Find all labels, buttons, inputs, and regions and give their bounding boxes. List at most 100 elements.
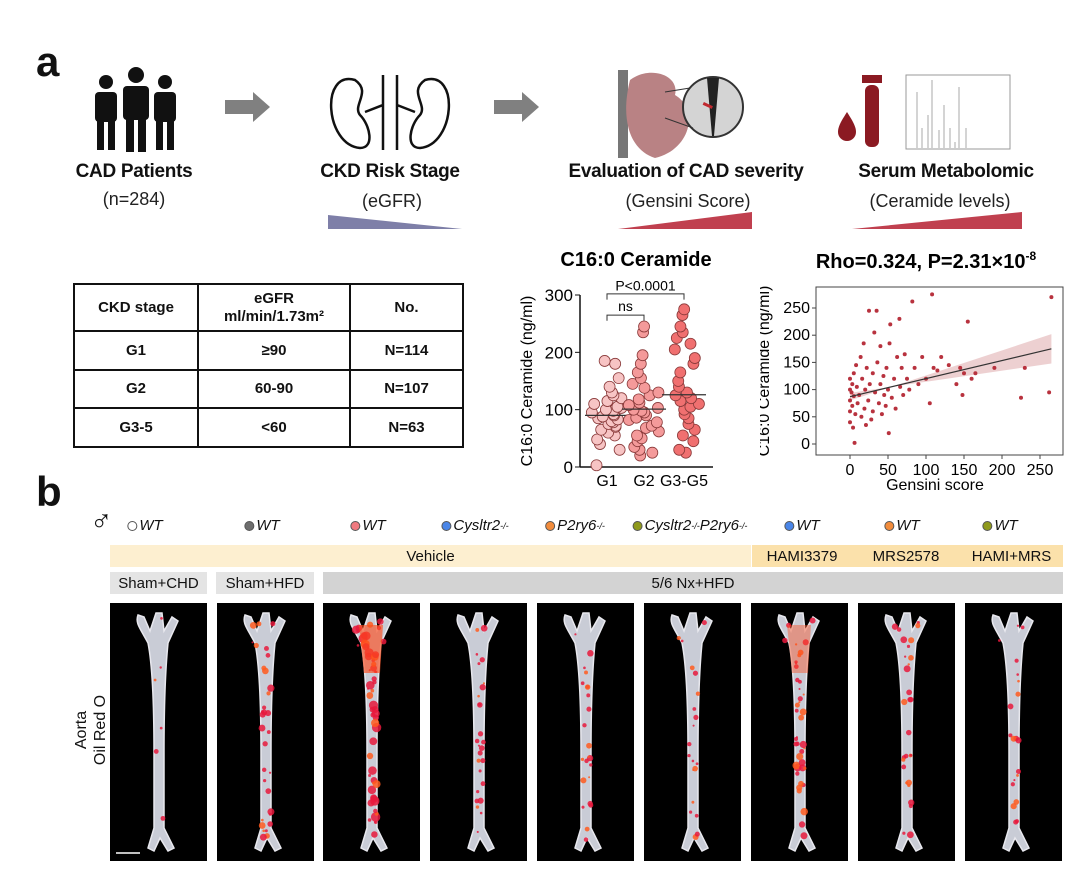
panel-letter-b: b <box>36 468 62 515</box>
step-title: Serum Metabolomic <box>858 161 1034 182</box>
data-point <box>638 320 650 333</box>
data-point <box>912 365 917 370</box>
lesion-spot <box>908 655 914 661</box>
data-point <box>598 355 611 367</box>
data-point <box>954 382 959 387</box>
data-point <box>684 337 697 350</box>
data-point <box>931 365 936 370</box>
data-point <box>854 363 859 368</box>
data-point <box>850 403 855 408</box>
data-point <box>882 393 887 398</box>
data-point <box>935 368 940 373</box>
lesion-spot <box>908 696 914 703</box>
data-point <box>907 387 912 392</box>
data-point <box>888 322 893 327</box>
data-point <box>848 376 852 381</box>
aorta-tissue <box>456 612 499 853</box>
lesion-spot <box>782 637 788 644</box>
blood-tube-spectrum-icon <box>838 74 1011 150</box>
data-point <box>693 398 705 410</box>
lesion-spot <box>477 702 482 706</box>
lesion-spot <box>786 622 792 628</box>
step-subtitle: (eGFR) <box>362 191 422 211</box>
lesion-spot <box>474 798 480 804</box>
x-tick-label: 100 <box>913 462 940 479</box>
data-point <box>887 341 892 346</box>
lesion-spot <box>794 708 799 713</box>
lesion-spot <box>906 729 912 736</box>
data-point <box>859 414 864 419</box>
lesion-spot <box>476 790 480 794</box>
workflow-icons <box>95 67 1022 229</box>
data-point <box>889 395 894 400</box>
lesion-spot <box>799 740 807 749</box>
table-cell: G2 <box>73 368 199 410</box>
genotype-text: WT <box>994 517 1018 534</box>
aorta-image <box>430 603 527 861</box>
step-subtitle: (Gensini Score) <box>625 191 751 211</box>
data-point <box>626 377 639 390</box>
x-tick-label: 150 <box>951 462 978 479</box>
lesion-spot <box>477 797 484 804</box>
x-tick-label: 0 <box>846 462 855 479</box>
y-tick-label: 100 <box>783 382 810 399</box>
data-point <box>673 443 686 456</box>
x-tick-label: G3-G5 <box>660 473 708 490</box>
lesion-spot <box>915 623 921 629</box>
lesion-spot <box>694 831 700 837</box>
lesion-spot <box>262 779 267 783</box>
surgery-band: 5/6 Nx+HFD <box>323 572 1063 594</box>
y-tick-label: 250 <box>783 300 810 317</box>
lesion-spot <box>797 649 804 656</box>
lesion-spot <box>687 754 691 758</box>
lesion-spot <box>480 758 486 764</box>
lesion-spot <box>480 781 486 787</box>
lesion-spot <box>795 771 800 776</box>
lesion-spot <box>373 808 378 814</box>
y-tick-label: 200 <box>545 343 573 362</box>
lesion-spot <box>351 625 361 634</box>
genotype-text: WT <box>256 517 280 534</box>
lesion-spot <box>481 739 486 745</box>
data-point <box>674 366 687 379</box>
lesion-spot <box>372 781 375 785</box>
data-point <box>688 352 701 364</box>
lesion-spot <box>1015 737 1022 744</box>
lesion-spot <box>160 815 166 821</box>
data-point <box>849 390 854 395</box>
data-point <box>613 443 626 456</box>
data-point <box>638 381 651 394</box>
row-label-line: Oil Red O <box>92 694 109 766</box>
lesion-spot <box>258 724 266 732</box>
ceramide-dot-plot: C16:0 Ceramide 0 100 200 300 C16:0 Ceramide (… <box>520 249 713 490</box>
genotype-sup: -/- <box>691 520 700 531</box>
genotype-dot <box>545 520 556 531</box>
genotype-dot <box>244 520 255 531</box>
lesion-spot <box>901 757 906 762</box>
lesion-spot <box>798 821 806 828</box>
lesion-spot <box>474 738 480 744</box>
genotype-text: WT <box>796 517 820 534</box>
data-point <box>848 409 852 414</box>
lesion-spot <box>259 833 267 841</box>
lesion-spot <box>905 781 909 785</box>
genotype-text: WT <box>362 517 386 534</box>
genotype-label: WT <box>784 517 820 534</box>
decrease-wedge <box>328 215 462 229</box>
data-point <box>962 371 966 376</box>
lesion-spot <box>906 644 911 648</box>
genotype-dot <box>441 520 452 531</box>
table-header: No. <box>349 283 464 332</box>
data-point <box>916 382 921 387</box>
treatment-label: HAMI+MRS <box>971 547 1052 565</box>
y-tick-label: 300 <box>545 286 573 305</box>
data-point <box>901 393 906 398</box>
lesion-spot <box>587 650 594 657</box>
lesion-spot <box>368 774 372 777</box>
lesion-spot <box>694 813 699 818</box>
aorta-image <box>537 603 634 861</box>
data-point <box>848 420 852 425</box>
lesion-spot <box>906 689 913 696</box>
lesion-spot <box>371 831 378 838</box>
data-point <box>881 374 886 378</box>
